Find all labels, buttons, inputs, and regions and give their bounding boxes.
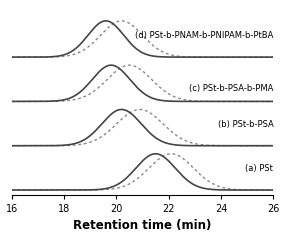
Text: (b) PSt-b-PSA: (b) PSt-b-PSA bbox=[217, 120, 273, 129]
Text: (a) PSt: (a) PSt bbox=[245, 164, 273, 173]
X-axis label: Retention time (min): Retention time (min) bbox=[73, 219, 212, 233]
Text: (d) PSt-b-PNAM-b-PNIPAM-b-PtBA: (d) PSt-b-PNAM-b-PNIPAM-b-PtBA bbox=[135, 31, 273, 40]
Text: (c) PSt-b-PSA-b-PMA: (c) PSt-b-PSA-b-PMA bbox=[189, 84, 273, 93]
